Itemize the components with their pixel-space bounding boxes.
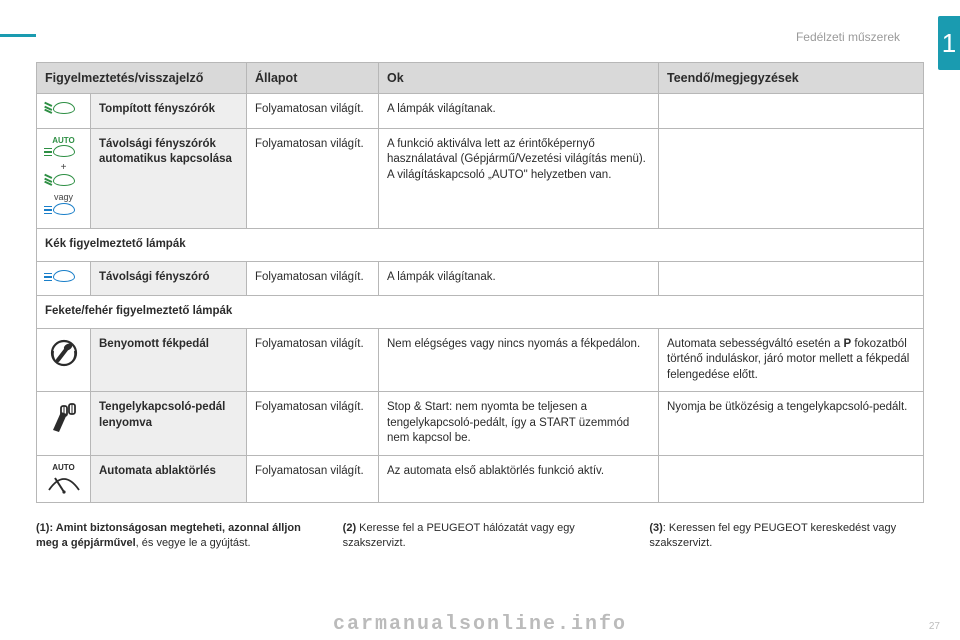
auto-label: AUTO — [45, 137, 82, 145]
high-beam-icon — [53, 270, 75, 282]
section-row: Fekete/fehér figyelmeztető lámpák — [37, 296, 924, 329]
auto-highbeam-icon-cell: AUTO + vagy — [37, 128, 91, 229]
page: 1 Fedélzeti műszerek Figyelmeztetés/viss… — [0, 0, 960, 640]
high-beam-green-icon — [53, 145, 75, 157]
indicator-name: Benyomott fékpedál — [91, 328, 247, 392]
table-row: Tengelykapcsoló-pedál lenyomva Folyamato… — [37, 392, 924, 456]
watermark: carmanualsonline.info — [333, 613, 627, 636]
indicator-action — [659, 128, 924, 229]
plus-symbol: + — [45, 163, 82, 173]
indicator-state: Folyamatosan világít. — [247, 328, 379, 392]
auto-wiper-icon-cell: AUTO — [37, 455, 91, 502]
indicator-cause: Az automata első ablaktörlés funkció akt… — [379, 455, 659, 502]
indicator-action — [659, 455, 924, 502]
table-row: Távolsági fényszóró Folyamatosan világít… — [37, 261, 924, 296]
indicator-state: Folyamatosan világít. — [247, 392, 379, 456]
footnote-2: (2) Keresse fel a PEUGEOT hálózatát vagy… — [343, 521, 618, 551]
footnote-3: (3): Keressen fel egy PEUGEOT kereskedés… — [649, 521, 924, 551]
brake-pedal-icon-cell — [37, 328, 91, 392]
clutch-pedal-icon-cell — [37, 392, 91, 456]
footnotes: (1): Amint biztonságosan megteheti, azon… — [36, 521, 924, 551]
section-number: 1 — [942, 28, 956, 59]
section-tab: 1 — [938, 16, 960, 70]
indicator-cause: A lámpák világítanak. — [379, 261, 659, 296]
high-beam-icon-cell — [37, 261, 91, 296]
header-cause: Ok — [379, 63, 659, 94]
table-row: AUTO + vagy Távolsági fényszórók automat… — [37, 128, 924, 229]
footnote-lead: (1) — [36, 522, 49, 534]
indicator-cause: Stop & Start: nem nyomta be teljesen a t… — [379, 392, 659, 456]
indicator-name: Távolsági fényszóró — [91, 261, 247, 296]
indicator-action: Nyomja be ütközésig a tengelykapcsoló-pe… — [659, 392, 924, 456]
indicator-state: Folyamatosan világít. — [247, 455, 379, 502]
indicator-name: Tompított fényszórók — [91, 94, 247, 129]
table-row: Benyomott fékpedál Folyamatosan világít.… — [37, 328, 924, 392]
section-blue-lamps: Kék figyelmeztető lámpák — [37, 229, 924, 262]
breadcrumb: Fedélzeti műszerek — [796, 30, 900, 44]
header-row: Figyelmeztetés/visszajelző Állapot Ok Te… — [37, 63, 924, 94]
footnote-1: (1): Amint biztonságosan megteheti, azon… — [36, 521, 311, 551]
accent-bar — [0, 34, 36, 37]
footnote-text: , és vegye le a gyújtást. — [136, 537, 251, 549]
low-beam-icon — [53, 174, 75, 186]
indicator-cause: A funkció aktiválva lett az érintőképern… — [379, 128, 659, 229]
or-label: vagy — [45, 193, 82, 202]
indicator-state: Folyamatosan világít. — [247, 128, 379, 229]
page-number: 27 — [929, 621, 940, 632]
header-state: Állapot — [247, 63, 379, 94]
section-bw-lamps: Fekete/fehér figyelmeztető lámpák — [37, 296, 924, 329]
footnote-text: : Keressen fel egy PEUGEOT kereskedést v… — [649, 522, 896, 549]
wiper-icon — [47, 472, 81, 494]
low-beam-icon-cell — [37, 94, 91, 129]
header-action: Teendő/megjegyzések — [659, 63, 924, 94]
indicator-action — [659, 94, 924, 129]
table-row: Tompított fényszórók Folyamatosan világí… — [37, 94, 924, 129]
action-bold: P — [843, 338, 851, 350]
indicator-cause: A lámpák világítanak. — [379, 94, 659, 129]
header-indicator: Figyelmeztetés/visszajelző — [37, 63, 247, 94]
action-text: Automata sebességváltó esetén a — [667, 338, 843, 350]
table-row: AUTO Automata ablaktörlés Folyamatosan v… — [37, 455, 924, 502]
indicator-name: Automata ablaktörlés — [91, 455, 247, 502]
indicator-name: Tengelykapcsoló-pedál lenyomva — [91, 392, 247, 456]
brake-pedal-icon — [48, 337, 80, 369]
indicator-state: Folyamatosan világít. — [247, 261, 379, 296]
low-beam-icon — [53, 102, 75, 114]
clutch-pedal-icon — [47, 400, 81, 434]
footnote-text: Keresse fel a PEUGEOT hálózatát vagy egy… — [343, 522, 575, 549]
indicator-name: Távolsági fényszórók automatikus kapcsol… — [91, 128, 247, 229]
high-beam-blue-icon — [53, 203, 75, 215]
footnote-lead: (2) — [343, 522, 356, 534]
indicator-table: Figyelmeztetés/visszajelző Állapot Ok Te… — [36, 62, 924, 503]
footnote-lead: (3) — [649, 522, 662, 534]
indicator-action — [659, 261, 924, 296]
indicator-cause: Nem elégséges vagy nincs nyomás a fékped… — [379, 328, 659, 392]
section-row: Kék figyelmeztető lámpák — [37, 229, 924, 262]
auto-label: AUTO — [45, 464, 82, 472]
indicator-action: Automata sebességváltó esetén a P fokoza… — [659, 328, 924, 392]
indicator-state: Folyamatosan világít. — [247, 94, 379, 129]
